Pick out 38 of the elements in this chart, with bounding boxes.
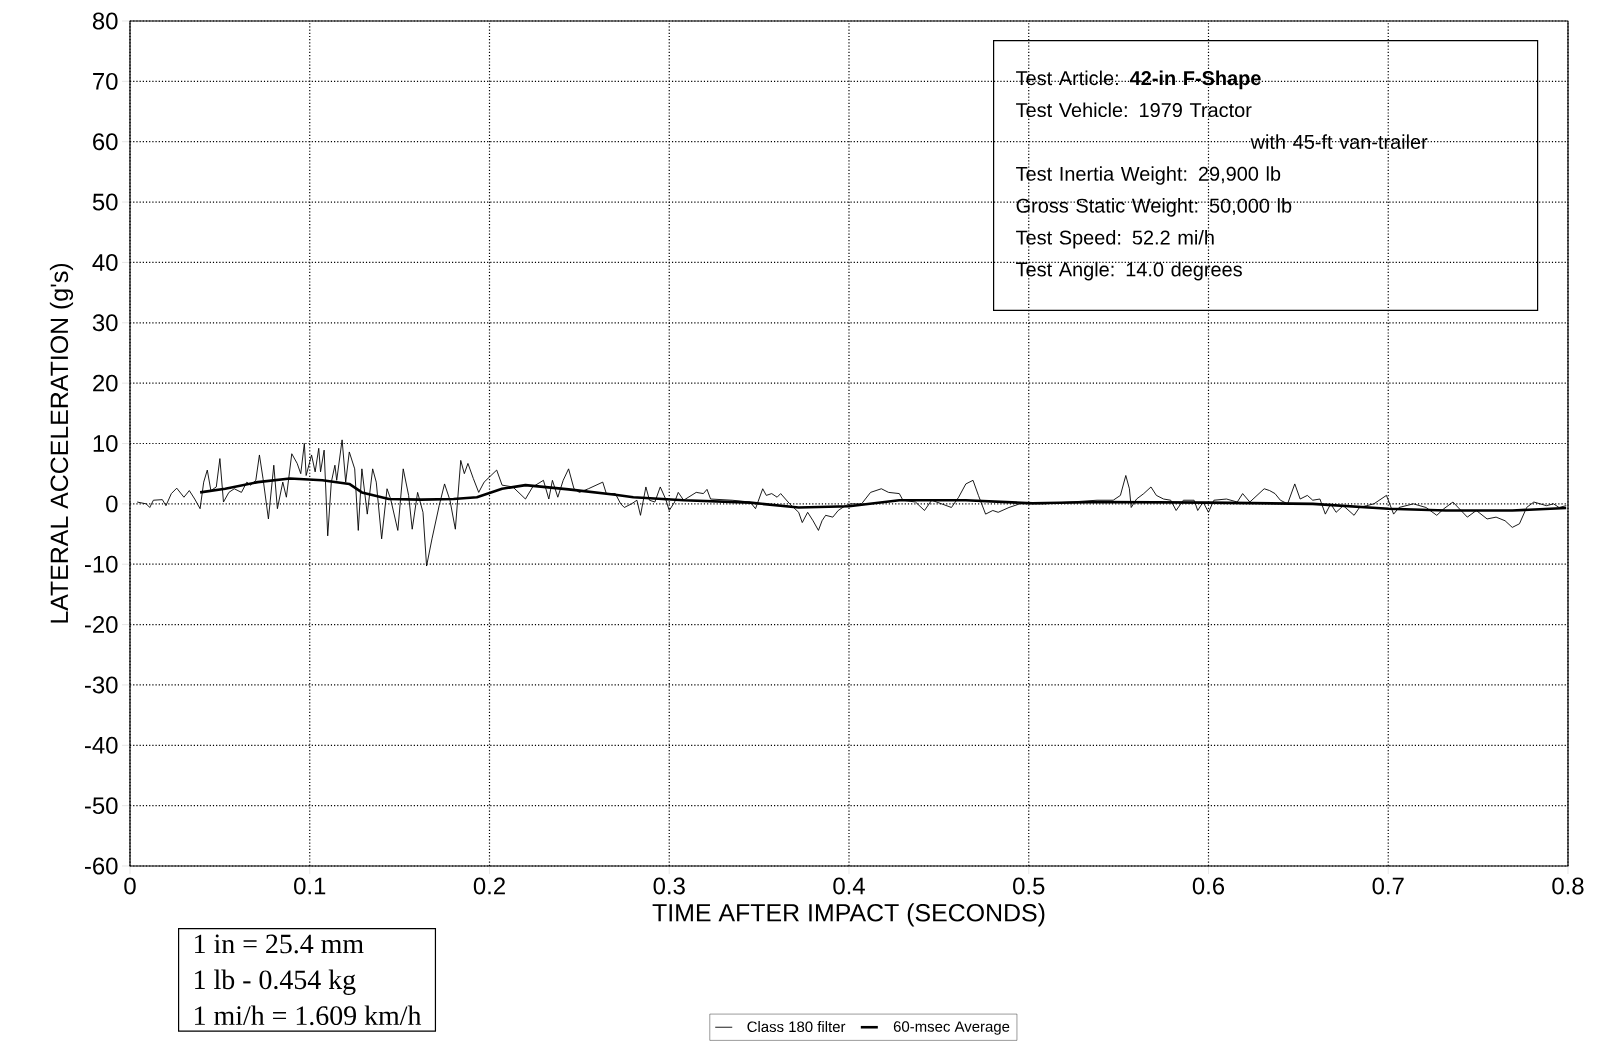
x-tick-label: 0.4 [833, 877, 865, 895]
y-tick-label: 50 [92, 193, 118, 211]
y-axis-title: LATERAL ACCELERATION (g's) [49, 263, 74, 623]
x-tick-label: 0.1 [294, 877, 326, 895]
annotation: with 45-ft van-trailer [1250, 134, 1428, 149]
y-tick-label: -10 [84, 555, 118, 573]
y-tick-label: -30 [84, 676, 118, 694]
y-tick-label: 20 [93, 374, 118, 392]
y-tick-label: 30 [92, 314, 118, 332]
text: 1 mi/h = 1.609 km/h [195, 1005, 422, 1026]
annotation: Test Angle: 14.0 degrees [1016, 261, 1242, 281]
legend-label: 60-msec Average [893, 1021, 1010, 1035]
x-tick-label: 0 [124, 877, 136, 895]
y-tick-label: 40 [92, 253, 118, 271]
y-tick-label: 0 [106, 495, 118, 513]
x-axis-title: TIME AFTER IMPACT (SECONDS) [652, 903, 1045, 927]
x-tick-label: 0.2 [473, 877, 505, 895]
text: 1 lb - 0.454 kg [195, 969, 356, 995]
annotation: Gross Static Weight: 50,000 lb [1016, 198, 1292, 217]
annotation: Test Article: 42-in F-Shape [1016, 70, 1261, 90]
x-tick-label: 0.8 [1552, 877, 1584, 895]
y-tick-label: 80 [92, 12, 118, 30]
annotation: Test Inertia Weight: 29,900 lb [1016, 166, 1281, 185]
y-tick-label: -40 [84, 736, 118, 754]
y-tick-label: -60 [84, 857, 118, 875]
y-tick-label: 10 [93, 435, 118, 452]
x-tick-label: 0.7 [1372, 877, 1404, 895]
x-tick-label: 0.6 [1192, 877, 1225, 895]
x-tick-label: 0.3 [653, 877, 685, 895]
y-tick-label: -20 [84, 616, 118, 634]
annotation: Test Speed: 52.2 mi/h [1016, 229, 1214, 249]
y-tick-label: 60 [93, 133, 118, 151]
y-tick-label: -50 [84, 797, 118, 815]
y-tick-label: 70 [93, 72, 118, 90]
annotation: Test Vehicle: 1979 Tractor [1016, 102, 1252, 118]
x-tick-label: 0.5 [1013, 877, 1045, 895]
text: 1 in = 25.4 mm [195, 934, 364, 954]
legend-label: Class 180 filter [747, 1021, 846, 1033]
